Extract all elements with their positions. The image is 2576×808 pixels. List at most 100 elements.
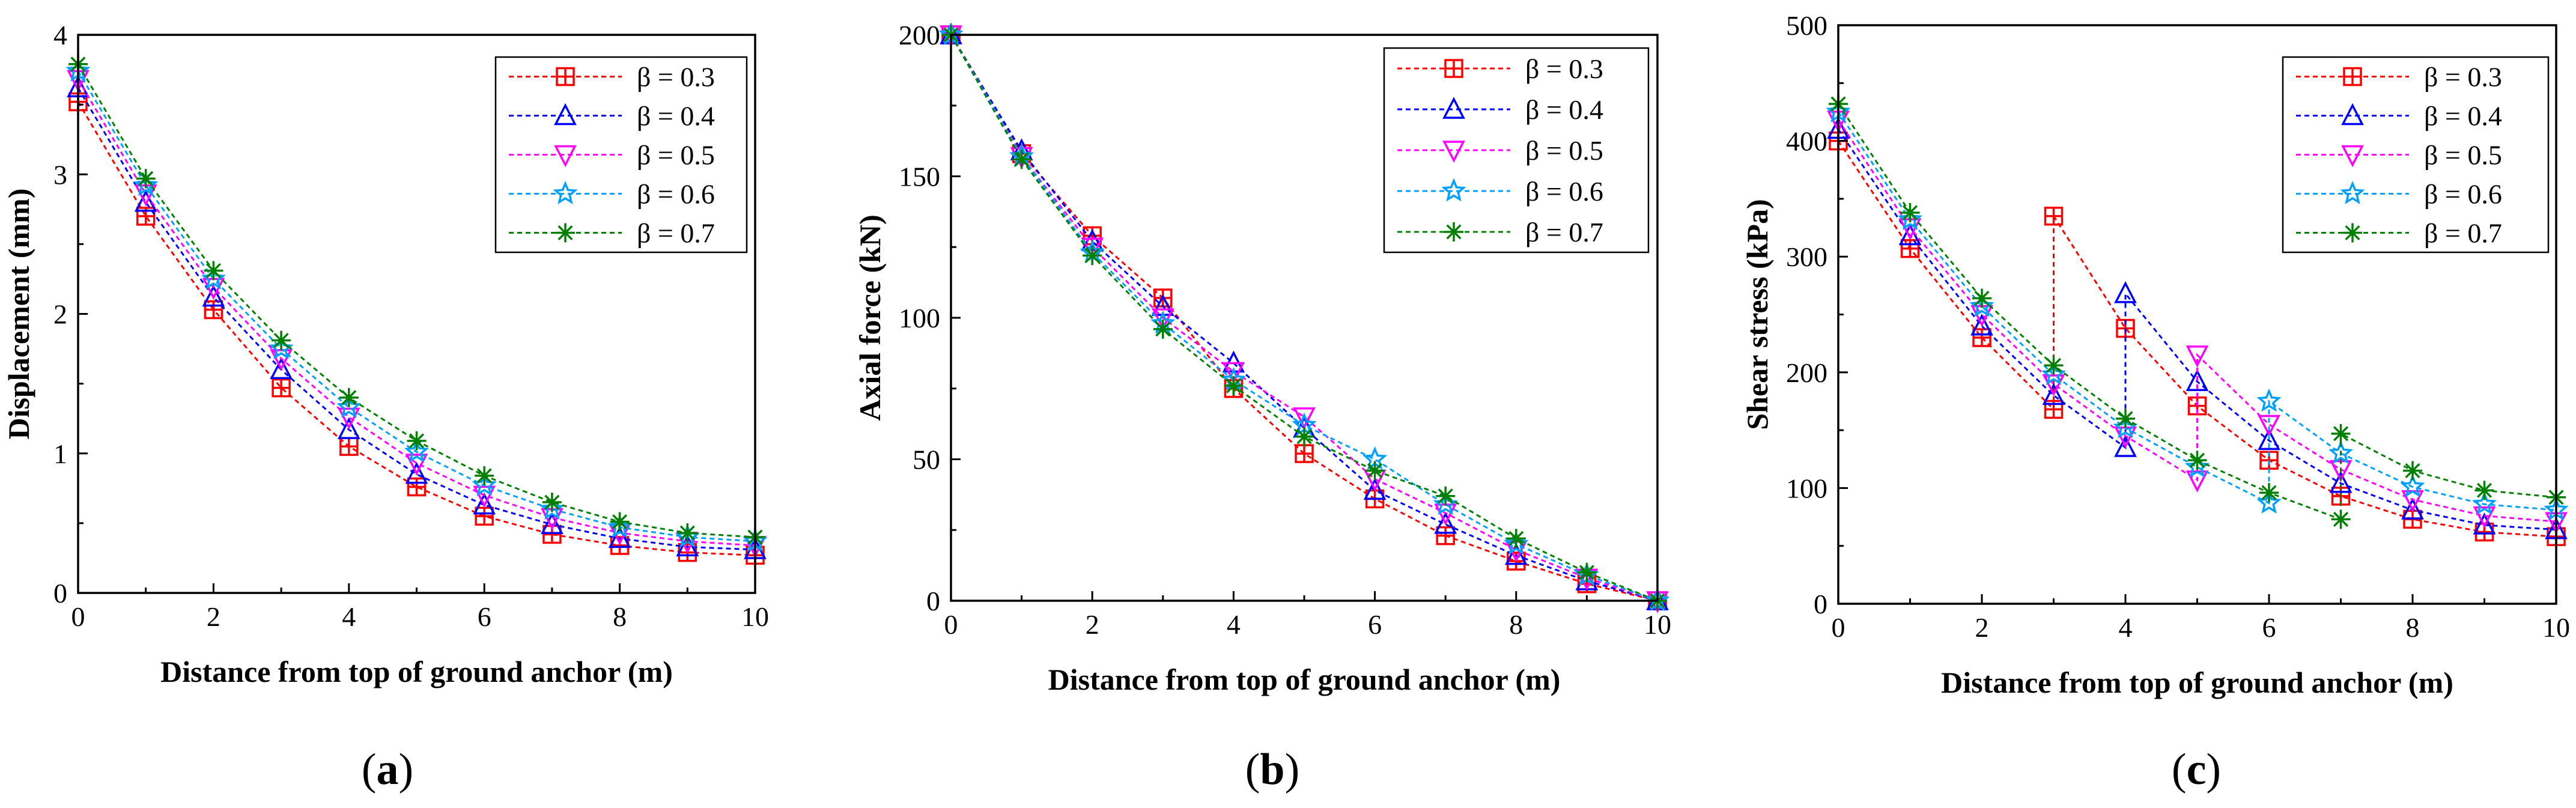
data-point: [405, 454, 428, 476]
legend-label: β = 0.5: [637, 140, 715, 171]
data-point: [336, 394, 362, 418]
data-point: [1504, 531, 1529, 555]
x-axis-label: Distance from top of ground anchor (m): [1941, 666, 2453, 699]
data-point: [2328, 440, 2354, 464]
legend-label: β = 0.5: [2424, 140, 2502, 171]
x-tick-label: 10: [741, 601, 769, 632]
data-point: [1295, 427, 1314, 446]
data-point: [542, 493, 562, 512]
legend-marker: [553, 180, 578, 205]
y-tick-label: 200: [1786, 357, 1827, 388]
data-point: [1434, 512, 1457, 534]
legend-marker: [556, 223, 575, 243]
data-point: [404, 439, 430, 463]
series-line-3: [1837, 120, 2557, 523]
y-tick-label: 0: [1814, 589, 1827, 619]
x-tick-label: 0: [944, 609, 958, 640]
legend-marker: [554, 145, 577, 168]
y-tick-label: 300: [1786, 241, 1827, 272]
x-tick-label: 4: [342, 601, 356, 632]
legend: β = 0.3 β = 0.4 β = 0.5 β = 0.6 β = 0.7: [2282, 56, 2550, 254]
y-axis-label: Shear stress (kPa): [1740, 199, 1774, 430]
legend-label: β = 0.3: [637, 62, 715, 93]
legend-label: β = 0.6: [2424, 179, 2502, 210]
chart-panel-a: 0 2 4 6 8 10 0 1 2 3 4 Distance from top of ground …: [2, 20, 769, 794]
y-tick-label: 400: [1786, 126, 1827, 157]
data-point: [1083, 246, 1102, 266]
data-point: [407, 431, 427, 451]
legend-marker: [2343, 223, 2362, 243]
data-point: [337, 407, 360, 430]
data-point: [1972, 328, 1991, 347]
legend-marker: [1444, 222, 1463, 241]
data-point: [2329, 470, 2353, 493]
data-point: [134, 189, 157, 212]
plot-area: [939, 23, 1669, 613]
data-point: [1222, 362, 1245, 384]
legend-marker: [2340, 180, 2365, 205]
y-tick-label: 50: [913, 445, 940, 475]
series-line-2: [77, 87, 756, 551]
data-point: [1900, 203, 1920, 223]
data-point: [2044, 356, 2064, 375]
x-tick-label: 6: [478, 601, 491, 632]
data-point: [1153, 319, 1173, 339]
x-tick-label: 2: [1975, 612, 1989, 643]
legend-box: [1383, 47, 1650, 254]
data-point: [272, 330, 291, 350]
y-tick-label: 200: [899, 20, 940, 50]
legend-marker: [1441, 178, 1466, 202]
y-tick-label: 0: [926, 586, 940, 616]
data-point: [1969, 293, 1994, 317]
x-tick-label: 8: [1509, 609, 1523, 640]
y-tick-label: 2: [53, 299, 67, 330]
data-point: [2403, 461, 2422, 481]
data-point: [676, 534, 699, 557]
y-tick-label: 4: [53, 20, 67, 50]
legend-marker: [2341, 145, 2364, 168]
x-tick-label: 0: [1832, 612, 1845, 643]
data-point: [136, 169, 156, 189]
data-point: [1898, 223, 1922, 246]
x-tick-label: 0: [71, 601, 85, 632]
legend-label: β = 0.4: [637, 101, 715, 132]
series-line-1: [950, 34, 1658, 602]
y-tick-label: 0: [53, 578, 67, 609]
legend-marker: [1442, 141, 1465, 163]
data-point: [475, 506, 494, 526]
data-point: [2042, 383, 2065, 406]
data-point: [473, 485, 496, 508]
x-tick-label: 10: [2542, 612, 2570, 643]
data-point: [539, 496, 565, 520]
series-line-4: [77, 70, 756, 542]
data-point: [2258, 415, 2280, 437]
data-point: [607, 514, 633, 538]
data-point: [1504, 542, 1528, 565]
data-point: [405, 461, 428, 484]
data-point: [201, 266, 226, 290]
data-point: [2187, 451, 2207, 470]
series-line-5: [1837, 103, 2557, 521]
data-point: [2114, 281, 2137, 303]
data-point: [2258, 428, 2280, 451]
data-point: [2400, 473, 2425, 497]
data-point: [337, 417, 360, 440]
data-point: [270, 349, 293, 371]
data-point: [1970, 313, 1993, 336]
x-tick-label: 8: [2406, 612, 2420, 643]
y-tick-label: 150: [899, 162, 940, 192]
x-tick-label: 10: [1644, 609, 1671, 640]
y-axis-label: Displacement (mm): [2, 189, 35, 440]
data-point: [1436, 526, 1455, 545]
data-point: [1577, 562, 1597, 582]
x-tick-label: 2: [1086, 609, 1099, 640]
legend-label: β = 0.7: [1525, 217, 1603, 248]
data-point: [2331, 424, 2351, 443]
x-tick-label: 4: [2119, 612, 2133, 643]
data-point: [678, 523, 697, 543]
data-point: [2184, 454, 2210, 478]
data-point: [608, 526, 631, 548]
legend-label: β = 0.3: [2424, 62, 2502, 93]
data-point: [2114, 435, 2137, 457]
